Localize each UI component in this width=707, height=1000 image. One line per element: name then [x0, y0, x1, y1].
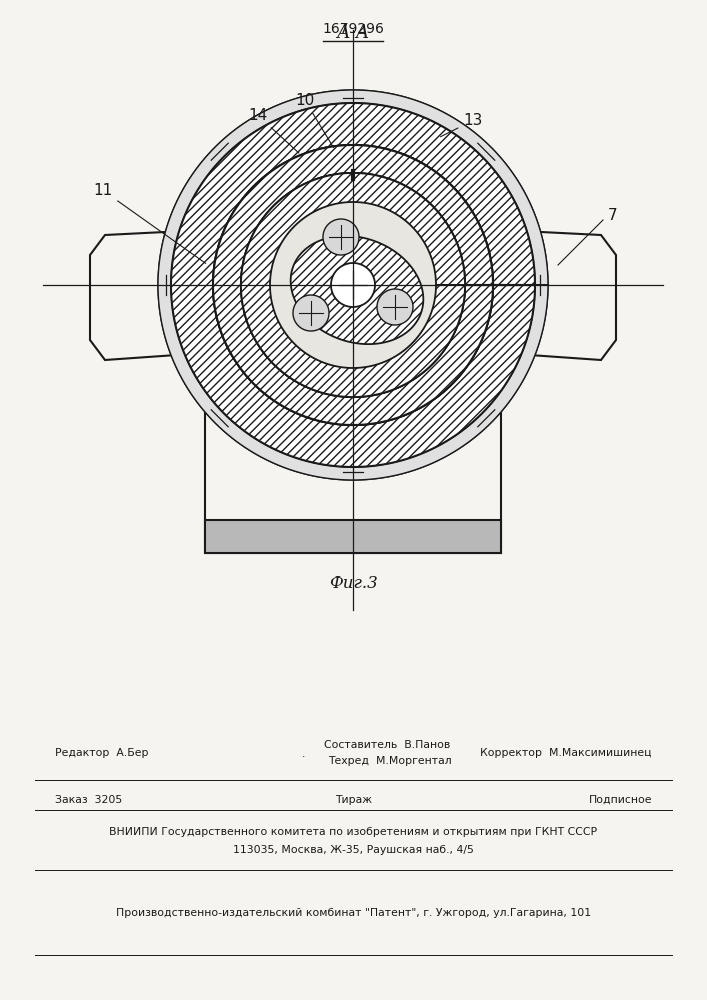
Polygon shape — [241, 173, 465, 397]
Polygon shape — [377, 289, 413, 325]
Text: Составитель  В.Панов: Составитель В.Панов — [324, 740, 450, 750]
Polygon shape — [323, 219, 359, 255]
Text: ВНИИПИ Государственного комитета по изобретениям и открытиям при ГКНТ СССР: ВНИИПИ Государственного комитета по изоб… — [110, 827, 597, 837]
Text: Производственно-издательский комбинат "Патент", г. Ужгород, ул.Гагарина, 101: Производственно-издательский комбинат "П… — [116, 908, 591, 918]
Polygon shape — [331, 263, 375, 307]
Text: 13: 13 — [440, 113, 483, 137]
Polygon shape — [158, 90, 548, 480]
Text: А-А: А-А — [337, 24, 370, 42]
Polygon shape — [213, 145, 493, 425]
Text: 7: 7 — [608, 208, 618, 223]
Text: Подписное: Подписное — [588, 795, 652, 805]
Text: Заказ  3205: Заказ 3205 — [55, 795, 122, 805]
Text: 113035, Москва, Ж-35, Раушская наб., 4/5: 113035, Москва, Ж-35, Раушская наб., 4/5 — [233, 845, 474, 855]
Text: Фиг.3: Фиг.3 — [329, 575, 378, 592]
Text: Корректор  М.Максимишинец: Корректор М.Максимишинец — [481, 748, 652, 758]
Polygon shape — [158, 90, 548, 480]
Polygon shape — [293, 295, 329, 331]
Text: ·: · — [302, 752, 305, 762]
Polygon shape — [171, 103, 535, 467]
Text: 1679296: 1679296 — [322, 22, 385, 36]
Polygon shape — [291, 236, 423, 344]
Text: 14: 14 — [248, 108, 299, 153]
Text: Редактор  А.Бер: Редактор А.Бер — [55, 748, 148, 758]
Polygon shape — [205, 520, 501, 553]
Text: Тираж: Тираж — [335, 795, 372, 805]
Polygon shape — [213, 145, 493, 425]
Polygon shape — [501, 230, 616, 360]
Polygon shape — [90, 230, 205, 360]
Text: 10: 10 — [296, 93, 334, 148]
Polygon shape — [241, 173, 465, 397]
Text: Техред  М.Моргентал: Техред М.Моргентал — [329, 756, 452, 766]
Text: 11: 11 — [93, 183, 206, 263]
Polygon shape — [205, 260, 501, 553]
